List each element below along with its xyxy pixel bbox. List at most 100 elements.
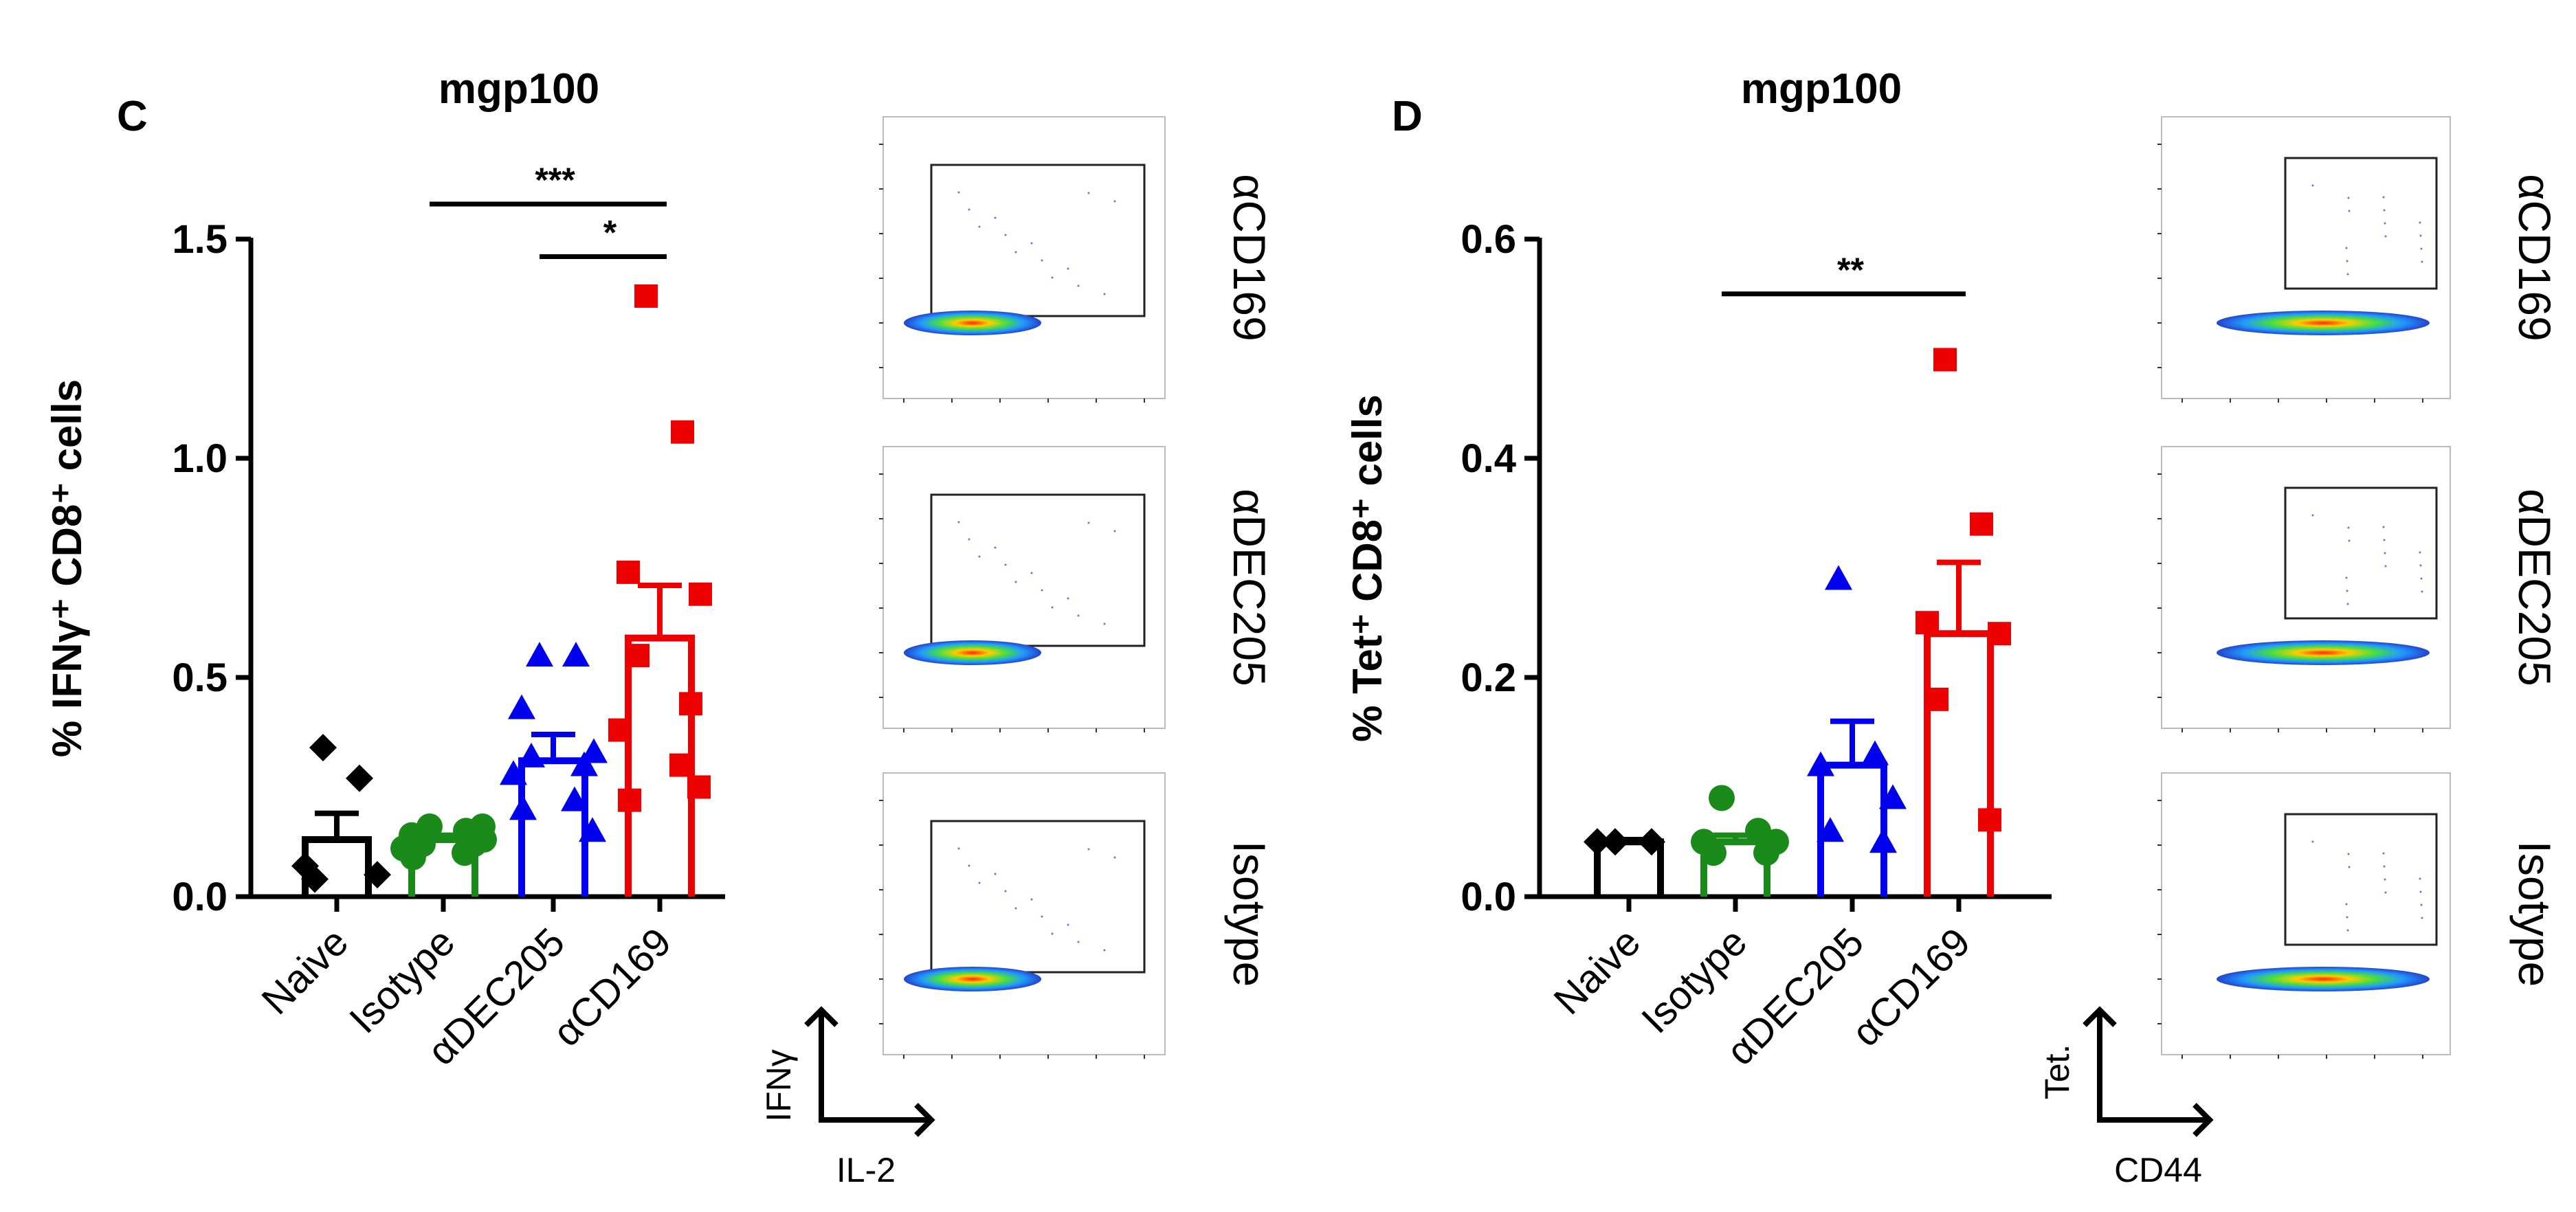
- flow-panel-label: Isotype: [2509, 841, 2560, 987]
- flow-gate: [2284, 813, 2438, 946]
- arrow-head-right: [914, 1103, 935, 1137]
- significance-label: **: [1837, 251, 1864, 289]
- flow-plot-frame: [882, 116, 1166, 399]
- flow-plot-frame: [2161, 446, 2451, 729]
- flow-panel-label: αCD169: [2509, 174, 2560, 341]
- flow-event: [2421, 917, 2423, 919]
- flow-event: [2382, 526, 2385, 528]
- data-point: [689, 582, 712, 606]
- flow-panel-label: αDEC205: [1224, 489, 1275, 686]
- flow-population: [2217, 640, 2430, 665]
- flow-event: [2311, 514, 2314, 517]
- panel-letter: D: [1392, 93, 1423, 140]
- flow-event: [978, 225, 981, 228]
- chart-title: mgp100: [438, 65, 599, 113]
- flow-population: [904, 640, 1041, 665]
- flow-event: [2345, 247, 2348, 249]
- flow-event: [2346, 260, 2349, 262]
- y-tick-label: 0.4: [1461, 436, 1516, 481]
- flow-event: [2384, 222, 2386, 225]
- data-point: [1916, 611, 1939, 635]
- flow-event: [2419, 877, 2421, 880]
- flow-event: [1004, 890, 1007, 893]
- flow-panel-label: αCD169: [1224, 174, 1275, 341]
- flow-event: [968, 208, 970, 211]
- data-point: [1970, 512, 1993, 536]
- flow-x-axis-label: CD44: [2114, 1151, 2202, 1189]
- data-point: [410, 831, 436, 857]
- flow-panels-c: αCD169 αDEC205 Isotype IL-2 IFNγ: [759, 116, 1275, 1189]
- y-tick-label: 0.2: [1461, 655, 1516, 700]
- x-category-label: Naive: [1545, 919, 1649, 1023]
- flow-event: [957, 191, 960, 194]
- data-point: [1601, 828, 1629, 856]
- data-point: [1807, 751, 1834, 776]
- flow-axis-arrows: [2097, 1010, 2210, 1123]
- flow-event: [1004, 563, 1007, 566]
- data-point: [1709, 785, 1735, 811]
- flow-population: [2217, 967, 2430, 991]
- flow-event: [978, 882, 981, 884]
- flow-population: [2217, 311, 2430, 335]
- flow-event: [2384, 565, 2387, 568]
- flow-event: [1103, 293, 1106, 295]
- data-point: [579, 817, 606, 842]
- flow-event: [994, 216, 997, 219]
- flow-event: [957, 847, 960, 850]
- flow-gate: [2284, 157, 2438, 290]
- flow-plot-frame: [2161, 772, 2451, 1055]
- data-point: [1825, 565, 1852, 590]
- flow-event: [978, 555, 981, 558]
- flow-event: [1103, 949, 1106, 952]
- data-point: [452, 840, 478, 866]
- flow-event: [2421, 590, 2423, 593]
- flow-event: [1087, 521, 1090, 524]
- flow-event: [968, 538, 970, 541]
- flow-event: [2421, 260, 2423, 263]
- flow-axis-arrows: [819, 1010, 931, 1123]
- y-tick-label: 0.0: [1461, 875, 1516, 919]
- y-axis-label: % Tet⁺ CD8⁺ cells: [1344, 394, 1390, 742]
- flow-event: [1041, 915, 1043, 918]
- significance-label: *: [603, 214, 617, 252]
- data-point: [346, 764, 373, 792]
- flow-event: [2383, 539, 2386, 541]
- data-point: [1988, 622, 2011, 646]
- flow-event: [2346, 273, 2349, 276]
- flow-event: [2382, 852, 2385, 855]
- data-point: [608, 718, 632, 742]
- data-point: [617, 560, 640, 584]
- flow-event: [2384, 235, 2387, 238]
- data-point: [1978, 808, 2001, 832]
- flow-event: [957, 521, 960, 524]
- data-point: [618, 788, 641, 812]
- data-point: [1869, 828, 1897, 853]
- flow-event: [2348, 210, 2351, 212]
- y-tick-label: 1.5: [172, 217, 227, 262]
- data-point: [469, 813, 496, 840]
- flow-plot-frame: [882, 772, 1166, 1055]
- flow-event: [2347, 853, 2350, 855]
- flow-event: [2384, 878, 2386, 881]
- flow-event: [1014, 907, 1017, 910]
- arrow-head-up: [2083, 1006, 2117, 1027]
- flow-event: [1113, 856, 1116, 859]
- data-point: [687, 775, 711, 799]
- flow-event: [2347, 197, 2350, 199]
- flow-event: [1113, 530, 1116, 532]
- flow-event: [2420, 247, 2423, 250]
- data-point: [1638, 828, 1665, 856]
- flow-panel-label: αDEC205: [2509, 489, 2560, 686]
- flow-event: [1067, 267, 1069, 270]
- y-tick-label: 0.0: [172, 875, 227, 919]
- flow-event: [2420, 904, 2423, 906]
- data-point: [570, 751, 598, 776]
- flow-population: [904, 967, 1041, 991]
- bar-3: [1924, 630, 1994, 897]
- flow-event: [968, 864, 970, 867]
- x-category-label: αCD169: [1843, 919, 1979, 1055]
- flow-panel-label: Isotype: [1224, 841, 1275, 987]
- data-point: [309, 734, 337, 762]
- flow-y-axis-label: IFNγ: [759, 1049, 798, 1122]
